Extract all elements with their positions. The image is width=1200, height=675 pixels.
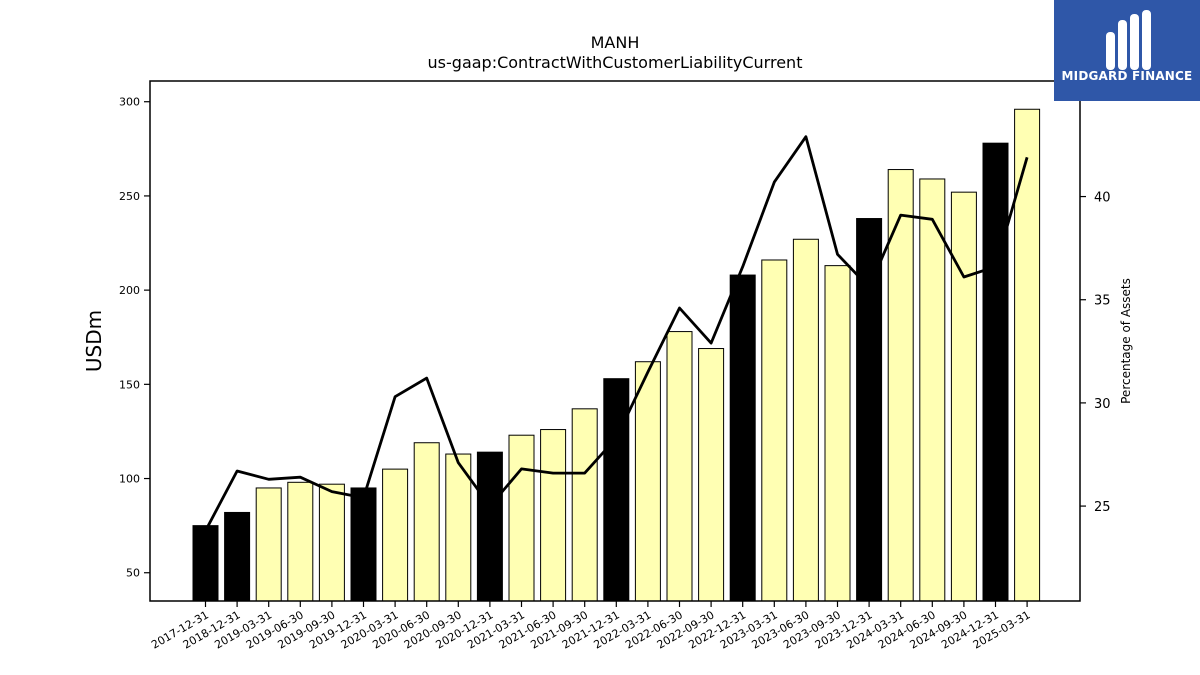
left-axis: 50 100 150 200 250 300 [119,96,150,580]
bar-2019-03-31 [255,487,282,602]
midgard-finance-logo: MIDGARD FINANCE [1054,0,1200,101]
plot-frame [149,80,1081,602]
bar-2022-06-30 [666,331,693,602]
bar-2023-03-31 [761,259,788,602]
y2-tick-label: 25 [1094,500,1111,515]
bar-2023-09-30 [824,265,851,602]
y-axis-label: USDm [82,310,106,372]
bar-2021-06-30 [540,429,567,602]
bar-2021-12-31 [603,378,630,602]
bar-2019-12-31 [350,487,377,602]
bar-2019-09-30 [318,483,345,602]
y-tick-label: 300 [119,96,140,109]
y2-tick-label: 35 [1094,294,1111,309]
y2-axis-label: Percentage of Assets [1119,278,1133,404]
bar-2022-12-31 [729,274,756,602]
chart-title: MANH [591,33,640,52]
bar-2020-12-31 [476,451,503,602]
bar-group [192,108,1041,602]
y2-tick-label: 40 [1094,191,1111,206]
bar-2021-03-31 [508,434,535,602]
y-tick-label: 200 [119,284,140,297]
x-axis: 2017-12-312018-12-312019-03-312019-06-30… [149,601,1033,652]
bar-2024-09-30 [950,191,977,602]
percentage-line [204,135,1029,532]
bar-2024-06-30 [919,178,946,602]
bar-2023-12-31 [856,218,883,602]
bar-2022-03-31 [634,361,661,602]
bar-2019-06-30 [287,481,314,602]
bar-2022-09-30 [698,348,725,602]
chart-subtitle: us-gaap:ContractWithCustomerLiabilityCur… [428,53,803,72]
bar-2018-12-31 [224,511,251,602]
bar-2024-03-31 [887,169,914,602]
y-tick-label: 150 [119,378,140,391]
y2-tick-label: 30 [1094,397,1111,412]
right-axis: 25 30 35 40 [1080,191,1111,515]
bar-2020-06-30 [413,442,440,602]
logo-text: MIDGARD FINANCE [1061,69,1193,83]
bar-2025-03-31 [1014,108,1041,602]
y-tick-label: 50 [126,567,140,580]
bar-2024-12-31 [982,142,1009,602]
bar-2023-06-30 [792,238,819,602]
y-tick-label: 250 [119,190,140,203]
bar-2020-03-31 [382,468,409,602]
bar-2021-09-30 [571,408,598,602]
line-group [204,135,1029,532]
logo-mark-icon [1106,10,1151,70]
bar-2020-09-30 [445,453,472,602]
y-tick-label: 100 [119,473,140,486]
bar-2017-12-31 [192,525,219,602]
